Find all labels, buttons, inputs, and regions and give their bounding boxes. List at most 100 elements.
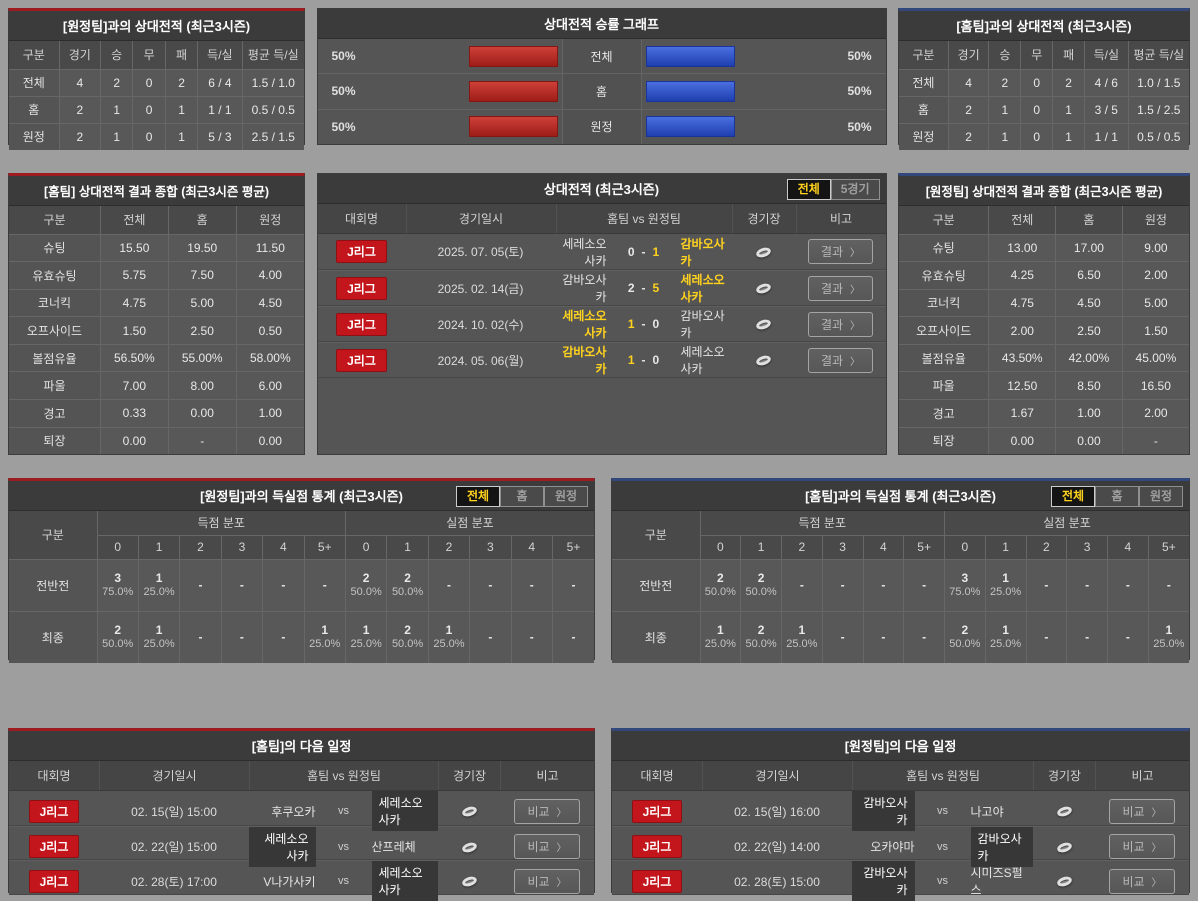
score-separator: - <box>641 317 646 331</box>
compare-button[interactable]: 비교 〉 <box>514 834 580 859</box>
column-header: 구분 <box>9 41 60 69</box>
result-button[interactable]: 결과 〉 <box>807 311 874 337</box>
cell: 1 <box>164 95 199 124</box>
home-team-name: 세레소오사카 <box>562 309 607 340</box>
filter-tab[interactable]: 홈 <box>500 486 544 507</box>
table-row: 경고 1.67 1.00 2.00 <box>899 399 1189 428</box>
filter-tab[interactable]: 전체 <box>1051 486 1095 507</box>
match-datetime: 02. 28(토) 15:00 <box>734 874 820 889</box>
stat-label: 오프사이드 <box>899 316 990 345</box>
result-button[interactable]: 결과 〉 <box>807 347 874 373</box>
cell: 2.5 / 1.5 <box>241 122 304 150</box>
stadium-icon[interactable] <box>460 840 478 854</box>
column-header: 비고 <box>500 761 594 790</box>
column-header: 0 <box>344 534 388 559</box>
stat-label: 퇴장 <box>9 426 101 454</box>
panel-title: [홈팀]의 다음 일정 <box>9 731 594 761</box>
vs-label: vs <box>937 805 948 817</box>
table-header-row: 구분 전체 홈 원정 <box>899 206 1189 234</box>
match-datetime: 2025. 02. 14(금) <box>437 281 524 296</box>
cell: - <box>179 558 222 612</box>
column-header: 경기일시 <box>702 761 852 790</box>
match-teams: 후쿠오카 vs 세레소오사카 <box>249 791 438 831</box>
filter-tab[interactable]: 5경기 <box>830 179 880 200</box>
panel-title-text: 상대전적 (최근3시즌) <box>543 182 660 197</box>
league-badge: J리그 <box>336 348 387 372</box>
column-header: 5+ <box>1147 534 1189 559</box>
home-win-percent: 50% <box>331 49 356 64</box>
match-score: 2 - 5 <box>607 281 681 295</box>
cell: 0 <box>132 68 166 97</box>
cell: 1 <box>99 95 134 124</box>
panel-title: [원정팀]과의 상대전적 (최근3시즌) <box>9 11 304 41</box>
stadium-cell <box>732 281 796 296</box>
column-header: 1 <box>137 534 181 559</box>
panel-title: 상대전적 (최근3시즌) 전체 5경기 <box>317 174 886 204</box>
stadium-icon[interactable] <box>754 245 773 259</box>
filter-tab[interactable]: 전체 <box>456 486 500 507</box>
stat-total: 1.50 <box>99 316 169 345</box>
stadium-icon[interactable] <box>460 805 478 819</box>
filter-tab[interactable]: 전체 <box>786 179 831 200</box>
table-row: 코너킥 4.75 5.00 4.50 <box>9 288 304 318</box>
cell: 1 25.0% <box>427 610 471 663</box>
cell: 0 <box>1020 68 1054 97</box>
stadium-icon[interactable] <box>754 354 773 368</box>
table-row: 전체 4 2 0 2 4 / 6 1.0 / 1.5 <box>899 68 1189 97</box>
column-header: 4 <box>510 534 553 559</box>
away-team-name: 시미즈S펄스 <box>970 866 1023 897</box>
table-row: 퇴장 0.00 - 0.00 <box>9 426 304 454</box>
stat-total: 1.67 <box>988 399 1057 428</box>
away-team-name: 감바오사카 <box>680 309 725 340</box>
away-team-name: 세레소오사카 <box>371 791 438 831</box>
compare-button-label: 비교 <box>1122 840 1145 854</box>
stadium-icon[interactable] <box>1055 875 1073 889</box>
compare-button[interactable]: 비교 〉 <box>514 868 580 894</box>
stat-label: 오프사이드 <box>9 316 101 345</box>
result-button[interactable]: 결과 〉 <box>807 275 874 301</box>
result-button[interactable]: 결과 〉 <box>807 239 874 264</box>
column-header: 평균 득/실 <box>241 41 304 69</box>
home-win-percent: 50% <box>331 84 356 99</box>
cell: - <box>469 610 512 663</box>
league-badge: J리그 <box>631 835 683 858</box>
stadium-icon[interactable] <box>754 282 773 296</box>
stat-total: 13.00 <box>988 233 1057 263</box>
cell: 2 <box>1052 68 1086 97</box>
home-score: 2 <box>627 281 635 295</box>
away-team-name: 세레소오사카 <box>680 345 725 376</box>
note-cell: 비교 〉 <box>1095 868 1189 894</box>
stadium-cell <box>1033 840 1095 854</box>
compare-button[interactable]: 비교 〉 <box>1109 834 1175 859</box>
match-teams: 감바오사카 1 - 0 세레소오사카 <box>556 343 732 377</box>
table-row: 원정 2 1 0 1 1 / 1 0.5 / 0.5 <box>899 122 1189 150</box>
table-row: 오프사이드 2.00 2.50 1.50 <box>899 316 1189 345</box>
stadium-icon[interactable] <box>754 318 773 332</box>
stadium-icon[interactable] <box>1055 840 1073 854</box>
cell: 1 25.0% <box>303 610 346 663</box>
compare-button[interactable]: 비교 〉 <box>1109 868 1175 894</box>
cell: 2 <box>99 68 134 97</box>
cell: - <box>510 558 553 612</box>
match-datetime: 02. 15(일) 16:00 <box>734 804 820 819</box>
cell: - <box>262 610 305 663</box>
graph-row-label: 홈 <box>561 74 642 109</box>
table-row: 전반전 2 50.0% 2 50.0% - - - - 3 75.0% 1 25.0% … <box>612 558 1189 612</box>
column-header: 홈팀 vs 원정팀 <box>249 761 438 790</box>
column-header: 대회명 <box>37 769 71 783</box>
filter-tab[interactable]: 원정 <box>544 486 588 507</box>
league-cell: J리그 <box>9 835 99 858</box>
stadium-icon[interactable] <box>1055 805 1073 819</box>
panel-title: [원정팀]의 다음 일정 <box>612 731 1189 761</box>
column-header: 경기일시 <box>99 761 249 790</box>
column-header: 원정 <box>235 206 304 234</box>
stat-label: 퇴장 <box>899 426 990 454</box>
filter-tab[interactable]: 원정 <box>1139 486 1183 507</box>
filter-tab[interactable]: 홈 <box>1095 486 1139 507</box>
compare-button[interactable]: 비교 〉 <box>1109 798 1175 824</box>
column-header: 홈 <box>167 206 237 234</box>
stat-home: 6.50 <box>1055 261 1123 290</box>
stat-total: 4.75 <box>988 288 1057 318</box>
stadium-icon[interactable] <box>460 875 478 889</box>
compare-button[interactable]: 비교 〉 <box>514 798 580 824</box>
